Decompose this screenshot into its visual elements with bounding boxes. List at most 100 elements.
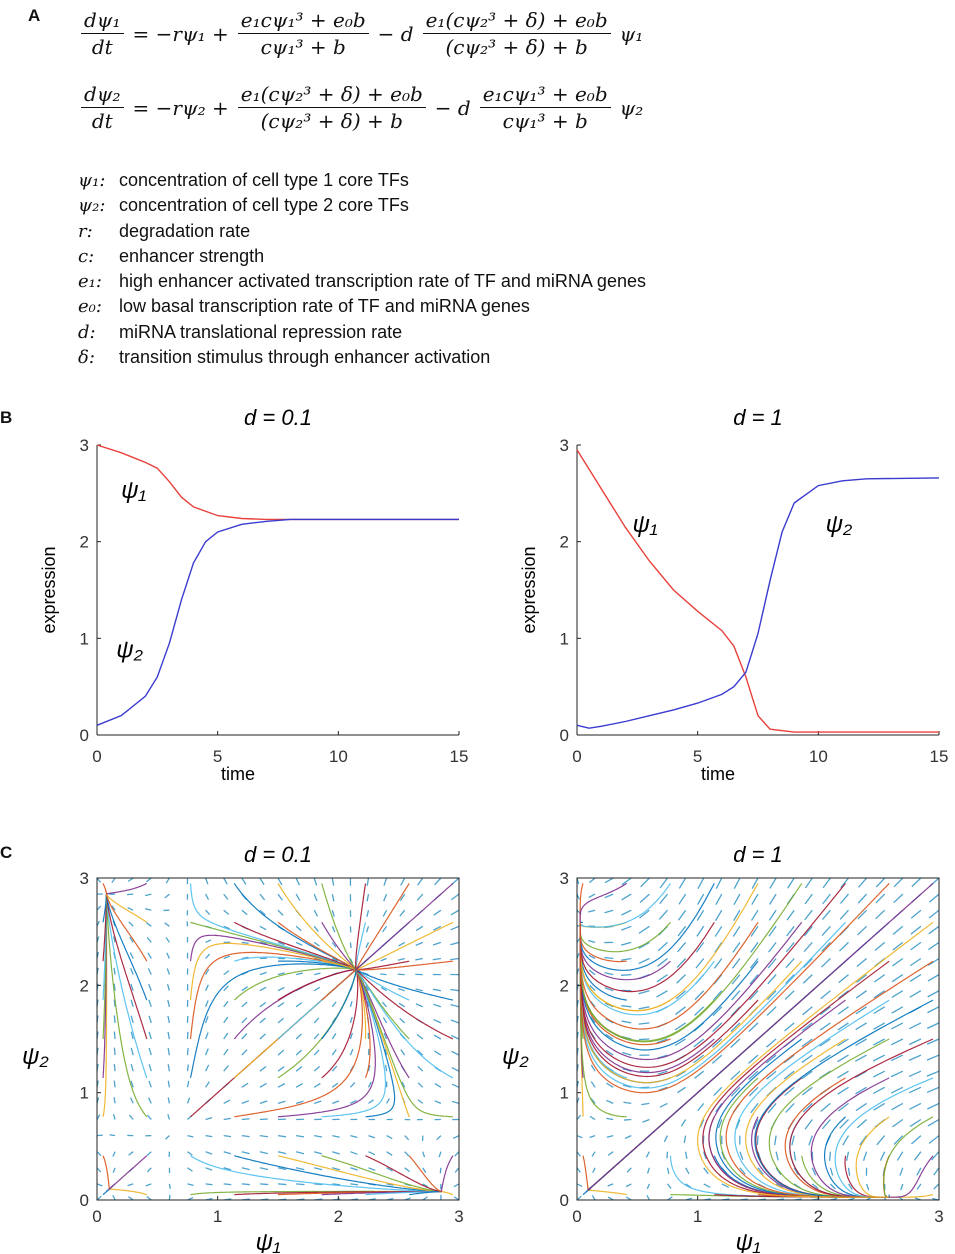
vector-arrow (331, 1001, 337, 1008)
vector-arrow (350, 1134, 358, 1139)
vector-arrow (768, 909, 777, 921)
vector-arrow (147, 1097, 152, 1104)
definition-row: d: miRNA translational repression rate (78, 320, 646, 345)
vector-arrow (367, 1081, 372, 1088)
vector-arrow (241, 1183, 250, 1186)
vector-arrow (590, 1064, 596, 1072)
vector-arrow (313, 909, 319, 917)
vector-arrow (166, 968, 171, 975)
vector-arrow (167, 999, 171, 1007)
vector-arrow (241, 1001, 248, 1008)
series-annotation: ψ₂ (826, 511, 853, 538)
vector-arrow (891, 1022, 904, 1030)
vector-arrow (891, 974, 904, 983)
vector-arrow (432, 957, 441, 961)
definition-row: r: degradation rate (78, 219, 646, 244)
vector-arrow (223, 985, 229, 992)
vector-arrow (204, 1000, 209, 1008)
trajectory (108, 1188, 147, 1196)
vector-arrow (928, 893, 939, 903)
vector-arrow (434, 1100, 442, 1104)
x-axis-label: time (701, 764, 735, 784)
series-line-psi1 (576, 449, 939, 733)
vector-arrow (332, 1100, 340, 1105)
vector-arrow (857, 925, 868, 936)
vector-arrow (874, 941, 886, 951)
vector-arrow (450, 1004, 459, 1008)
vector-arrow (622, 1084, 632, 1088)
vector-arrow (97, 1151, 102, 1157)
vector-arrow (712, 1022, 723, 1032)
vector-arrow (589, 985, 596, 992)
vector-arrow (916, 1167, 922, 1176)
vector-arrow (416, 1034, 424, 1040)
vector-arrow (277, 893, 283, 901)
vector-arrow (766, 1070, 777, 1080)
vector-arrow (801, 1038, 813, 1047)
vector-arrow (703, 1151, 707, 1160)
vector-arrow (659, 878, 669, 889)
x-tick-label: 0 (572, 1207, 581, 1226)
vector-arrow (908, 1070, 922, 1078)
vector-arrow (928, 941, 939, 951)
vector-arrow (451, 1100, 459, 1105)
chart-title: d = 0.1 (244, 842, 312, 867)
vector-arrow (166, 952, 170, 959)
vector-arrow (839, 941, 849, 952)
vector-arrow (855, 1102, 867, 1112)
vector-arrow (676, 974, 687, 984)
vector-arrow (909, 990, 922, 998)
y-tick-label: 2 (80, 976, 89, 995)
plot-area (577, 878, 939, 1200)
trajectory (440, 1190, 454, 1196)
vector-arrow (401, 1081, 406, 1088)
trajectory (768, 1038, 890, 1198)
vector-arrow (145, 878, 152, 883)
vector-arrow (892, 1118, 904, 1128)
vector-arrow (785, 1102, 795, 1113)
vector-arrow (786, 925, 795, 937)
trajectory (102, 1188, 110, 1196)
vector-arrow (436, 1135, 442, 1141)
trajectory (582, 1155, 589, 1191)
vector-arrow (675, 1070, 686, 1078)
vector-arrow (259, 909, 266, 916)
vector-arrow (693, 1038, 705, 1048)
vector-arrow (349, 1048, 354, 1056)
vector-arrow (624, 1135, 632, 1139)
trajectory (587, 882, 934, 1191)
vector-arrow (890, 1054, 904, 1062)
vector-arrow (892, 941, 904, 951)
vector-arrow (111, 905, 116, 911)
vector-arrow (639, 893, 650, 903)
trajectory (579, 921, 715, 993)
vector-arrow (730, 1086, 741, 1097)
vector-arrow (223, 1000, 229, 1008)
vector-arrow (404, 1167, 411, 1173)
vector-arrow (381, 1001, 388, 1008)
vector-arrow (879, 1151, 886, 1161)
trajectory (277, 969, 357, 1079)
vector-arrow (693, 1054, 705, 1064)
vector-arrow (332, 1151, 340, 1155)
vector-arrow (332, 1134, 340, 1138)
vector-arrow (875, 878, 886, 888)
vector-arrow (775, 1167, 782, 1176)
vector-arrow (659, 893, 669, 905)
vector-arrow (845, 1151, 850, 1161)
vector-arrow (451, 1083, 459, 1088)
vector-arrow (793, 1167, 799, 1176)
vector-arrow (113, 936, 116, 943)
vector-arrow (350, 1183, 359, 1186)
vector-arrow (803, 925, 813, 937)
vector-arrow (837, 1038, 849, 1047)
vector-arrow (241, 1151, 250, 1155)
vector-arrow (730, 1006, 741, 1017)
vector-arrow (769, 878, 777, 889)
vector-arrow (658, 909, 668, 920)
definition-text: high enhancer activated transcription ra… (119, 271, 646, 292)
vector-arrow (822, 878, 831, 889)
vector-arrow (785, 974, 795, 985)
vector-arrow (875, 909, 886, 920)
vector-arrow (892, 957, 904, 967)
